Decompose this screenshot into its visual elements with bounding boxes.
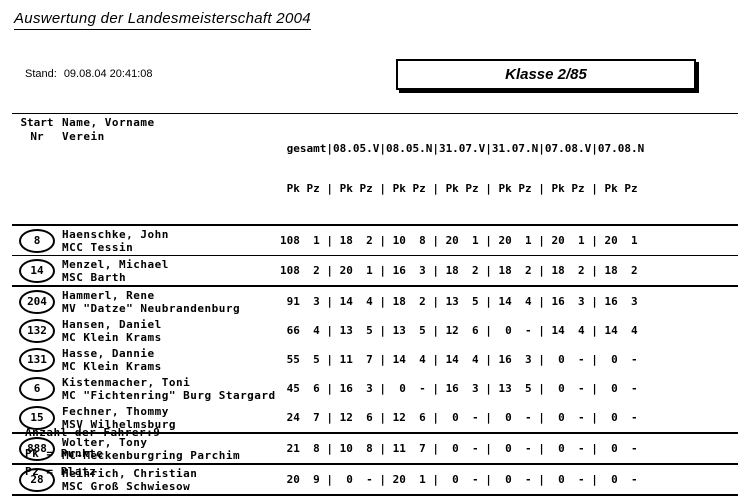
table-row: 6 Kistenmacher, Toni MC "Fichtenring" Bu… bbox=[12, 374, 738, 403]
start-number: 888 bbox=[27, 442, 47, 455]
row-values: 55 5 | 11 7 | 14 4 | 14 4 | 16 3 | 0 - |… bbox=[280, 353, 645, 366]
header-values-col: gesamt|08.05.V|08.05.N|31.07.V|31.07.N|0… bbox=[280, 116, 645, 222]
rider-name: Menzel, Michael bbox=[62, 257, 169, 271]
rider-cell: Hansen, Daniel MC Klein Krams bbox=[62, 318, 280, 344]
header-start-line1: Start bbox=[20, 116, 54, 129]
table-row: 888 Wolter, Tony MC-Meckenburgring Parch… bbox=[12, 434, 738, 465]
class-box: Klasse 2/85 bbox=[396, 59, 696, 90]
start-number-oval: 6 bbox=[19, 376, 55, 401]
start-number: 131 bbox=[27, 353, 47, 366]
table-row: 132 Hansen, Daniel MC Klein Krams 66 4 |… bbox=[12, 316, 738, 345]
rider-cell: Fechner, Thommy MSV Wilhelmsburg bbox=[62, 405, 280, 431]
rider-club: MC "Fichtenring" Burg Stargard bbox=[62, 388, 276, 402]
rider-club: MC Klein Krams bbox=[62, 359, 162, 373]
start-number-oval: 14 bbox=[19, 258, 55, 283]
header-values-line1: gesamt|08.05.V|08.05.N|31.07.V|31.07.N|0… bbox=[280, 142, 645, 155]
table-row: 204 Hammerl, Rene MV "Datze" Neubrandenb… bbox=[12, 287, 738, 316]
rider-club: MSC Barth bbox=[62, 270, 127, 284]
row-values: 66 4 | 13 5 | 13 5 | 12 6 | 0 - | 14 4 |… bbox=[280, 324, 645, 337]
page-title: Auswertung der Landesmeisterschaft 2004 bbox=[14, 10, 311, 30]
rider-cell: Hasse, Dannie MC Klein Krams bbox=[62, 347, 280, 373]
rider-cell: Menzel, Michael MSC Barth bbox=[62, 258, 280, 284]
legend-pk: Pk = Punkte bbox=[25, 447, 104, 460]
start-number: 8 bbox=[33, 234, 41, 247]
start-number-cell: 132 bbox=[12, 318, 62, 343]
start-number-oval: 132 bbox=[19, 318, 55, 343]
rider-club: MC Klein Krams bbox=[62, 330, 162, 344]
rider-club: MC-Meckenburgring Parchim bbox=[62, 448, 241, 462]
start-number-cell: 15 bbox=[12, 405, 62, 430]
start-number-cell: 888 bbox=[12, 436, 62, 461]
header-start-col: Start Nr bbox=[12, 116, 62, 222]
start-number-cell: 131 bbox=[12, 347, 62, 372]
start-number-cell: 14 bbox=[12, 258, 62, 283]
row-values: 108 2 | 20 1 | 16 3 | 18 2 | 18 2 | 18 2… bbox=[280, 264, 645, 277]
table-row: 14 Menzel, Michael MSC Barth 108 2 | 20 … bbox=[12, 256, 738, 287]
start-number: 6 bbox=[33, 382, 41, 395]
start-number: 204 bbox=[27, 295, 47, 308]
rider-count: Anzahl der Fahrer:9 bbox=[25, 426, 161, 439]
row-values: 108 1 | 18 2 | 10 8 | 20 1 | 20 1 | 20 1… bbox=[280, 234, 645, 247]
rider-club: MSV Wilhelmsburg bbox=[62, 417, 176, 431]
rider-name: Fechner, Thommy bbox=[62, 404, 169, 418]
rider-cell: Heinrich, Christian MSC Groß Schwiesow bbox=[62, 467, 280, 493]
row-values: 20 9 | 0 - | 20 1 | 0 - | 0 - | 0 - | 0 … bbox=[280, 473, 645, 486]
rider-club: MCC Tessin bbox=[62, 240, 134, 254]
table-body: 8 Haenschke, John MCC Tessin 108 1 | 18 … bbox=[12, 226, 738, 496]
row-values: 21 8 | 10 8 | 11 7 | 0 - | 0 - | 0 - | 0… bbox=[280, 442, 645, 455]
rider-cell: Hammerl, Rene MV "Datze" Neubrandenburg bbox=[62, 289, 280, 315]
stand-value: 09.08.04 20:41:08 bbox=[63, 68, 153, 80]
rider-name: Wolter, Tony bbox=[62, 435, 148, 449]
row-values: 45 6 | 16 3 | 0 - | 16 3 | 13 5 | 0 - | … bbox=[280, 382, 645, 395]
rider-club: MSC Groß Schwiesow bbox=[62, 479, 191, 493]
table-row: 8 Haenschke, John MCC Tessin 108 1 | 18 … bbox=[12, 226, 738, 256]
rider-name: Haenschke, John bbox=[62, 227, 169, 241]
rider-cell: Wolter, Tony MC-Meckenburgring Parchim bbox=[62, 436, 280, 462]
stand-line: Stand: 09.08.04 20:41:08 bbox=[25, 68, 153, 80]
start-number: 15 bbox=[30, 411, 44, 424]
stand-label: Stand: bbox=[25, 68, 57, 80]
table-row: 15 Fechner, Thommy MSV Wilhelmsburg 24 7… bbox=[12, 403, 738, 434]
start-number: 132 bbox=[27, 324, 47, 337]
start-number: 14 bbox=[30, 264, 44, 277]
start-number-oval: 15 bbox=[19, 405, 55, 430]
header-name-line1: Name, Vorname bbox=[62, 116, 155, 129]
legend-pz: Pz = Platz bbox=[25, 465, 97, 478]
row-values: 24 7 | 12 6 | 12 6 | 0 - | 0 - | 0 - | 0… bbox=[280, 411, 645, 424]
rider-cell: Haenschke, John MCC Tessin bbox=[62, 228, 280, 254]
start-number-oval: 131 bbox=[19, 347, 55, 372]
table-row: 28 Heinrich, Christian MSC Groß Schwieso… bbox=[12, 465, 738, 496]
rider-club: MV "Datze" Neubrandenburg bbox=[62, 301, 241, 315]
results-table: Start Nr Name, Vorname Verein gesamt|08.… bbox=[12, 113, 738, 496]
start-number-cell: 6 bbox=[12, 376, 62, 401]
header-start-line2: Nr bbox=[30, 130, 44, 143]
rider-name: Heinrich, Christian bbox=[62, 466, 198, 480]
rider-cell: Kistenmacher, Toni MC "Fichtenring" Burg… bbox=[62, 376, 280, 402]
start-number-cell: 8 bbox=[12, 228, 62, 253]
table-row: 131 Hasse, Dannie MC Klein Krams 55 5 | … bbox=[12, 345, 738, 374]
header-name-col: Name, Vorname Verein bbox=[62, 116, 280, 222]
start-number-cell: 28 bbox=[12, 467, 62, 492]
start-number-cell: 204 bbox=[12, 289, 62, 314]
start-number: 28 bbox=[30, 473, 44, 486]
rider-name: Hansen, Daniel bbox=[62, 317, 162, 331]
row-values: 91 3 | 14 4 | 18 2 | 13 5 | 14 4 | 16 3 … bbox=[280, 295, 645, 308]
start-number-oval: 28 bbox=[19, 467, 55, 492]
rider-name: Kistenmacher, Toni bbox=[62, 375, 191, 389]
start-number-oval: 204 bbox=[19, 289, 55, 314]
rider-name: Hammerl, Rene bbox=[62, 288, 155, 302]
start-number-oval: 8 bbox=[19, 228, 55, 253]
header-values-line2: Pk Pz | Pk Pz | Pk Pz | Pk Pz | Pk Pz | … bbox=[280, 182, 645, 195]
class-label: Klasse 2/85 bbox=[505, 66, 587, 83]
header-name-line2: Verein bbox=[62, 130, 105, 143]
rider-name: Hasse, Dannie bbox=[62, 346, 155, 360]
start-number-oval: 888 bbox=[19, 436, 55, 461]
table-header: Start Nr Name, Vorname Verein gesamt|08.… bbox=[12, 113, 738, 226]
